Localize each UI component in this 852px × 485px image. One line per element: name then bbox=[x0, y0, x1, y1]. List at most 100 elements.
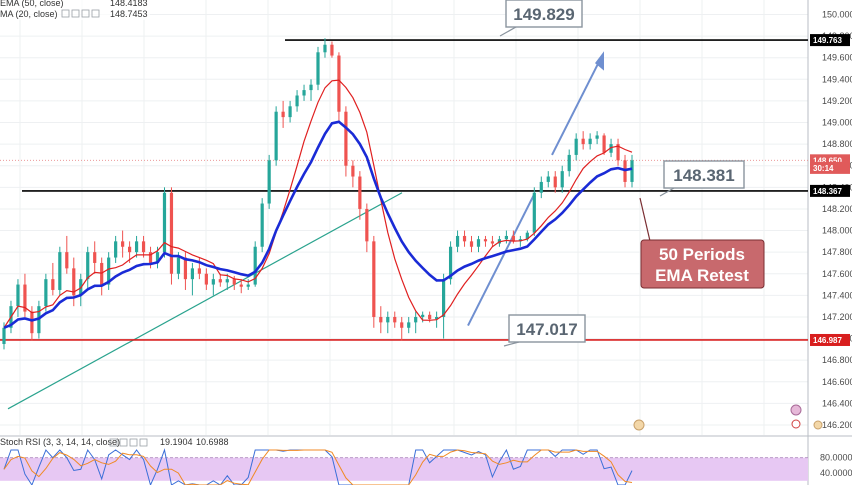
candle[interactable] bbox=[100, 257, 104, 296]
candle[interactable] bbox=[407, 316, 411, 334]
candle[interactable] bbox=[281, 100, 285, 128]
candle[interactable] bbox=[393, 311, 397, 328]
candle[interactable] bbox=[574, 133, 578, 161]
legend-control-icon[interactable] bbox=[119, 438, 128, 447]
candle[interactable] bbox=[58, 246, 62, 296]
candle[interactable] bbox=[421, 311, 425, 323]
candle[interactable] bbox=[23, 273, 27, 317]
candle[interactable] bbox=[260, 198, 264, 253]
candle[interactable] bbox=[16, 279, 20, 317]
candle[interactable] bbox=[316, 46, 320, 91]
arrow-lines[interactable] bbox=[467, 51, 604, 327]
candle[interactable] bbox=[309, 79, 313, 101]
callout-support[interactable]: 148.381 bbox=[659, 160, 745, 197]
candle[interactable] bbox=[504, 230, 508, 244]
events-icon[interactable] bbox=[633, 419, 645, 431]
ma-20-line[interactable] bbox=[3, 79, 633, 329]
candle[interactable] bbox=[539, 176, 543, 199]
annotation-note[interactable]: 50 Periods EMA Retest bbox=[639, 197, 765, 289]
y-tick-label: 148.200 bbox=[822, 204, 852, 214]
callout-low[interactable]: 147.017 bbox=[503, 314, 586, 347]
candle-body bbox=[539, 181, 543, 193]
events-icon[interactable] bbox=[790, 404, 802, 416]
arrow-line-lower[interactable] bbox=[467, 192, 536, 327]
events-icon[interactable] bbox=[813, 420, 823, 430]
candle[interactable] bbox=[469, 235, 474, 253]
legend-control-icon[interactable] bbox=[81, 9, 90, 18]
legend-control-icon[interactable] bbox=[139, 438, 148, 447]
legend-control-icon[interactable] bbox=[91, 9, 100, 18]
candle[interactable] bbox=[490, 235, 495, 247]
candle[interactable] bbox=[225, 273, 229, 290]
candle[interactable] bbox=[107, 252, 111, 290]
candle[interactable] bbox=[442, 273, 446, 339]
candle[interactable] bbox=[414, 311, 418, 334]
candle[interactable] bbox=[616, 138, 620, 166]
arrow-line-upper[interactable] bbox=[551, 59, 601, 156]
candle[interactable] bbox=[93, 241, 97, 274]
candle[interactable] bbox=[72, 257, 76, 307]
candle[interactable] bbox=[323, 38, 327, 58]
candle[interactable] bbox=[553, 171, 557, 193]
candle[interactable] bbox=[162, 187, 167, 258]
candle[interactable] bbox=[365, 203, 369, 253]
candle[interactable] bbox=[141, 235, 146, 258]
candle[interactable] bbox=[239, 279, 243, 294]
candle[interactable] bbox=[351, 160, 355, 188]
legend-ema-value: 148.4183 bbox=[110, 0, 148, 8]
candle[interactable] bbox=[51, 262, 55, 296]
candle[interactable] bbox=[267, 154, 271, 209]
candle[interactable] bbox=[567, 149, 571, 177]
candle[interactable] bbox=[560, 165, 564, 193]
candle[interactable] bbox=[274, 106, 278, 166]
candle[interactable] bbox=[86, 246, 90, 290]
events-icon[interactable] bbox=[791, 419, 801, 429]
candle[interactable] bbox=[134, 235, 139, 258]
legend-control-icon[interactable] bbox=[129, 438, 138, 447]
candle[interactable] bbox=[546, 171, 550, 188]
candle[interactable] bbox=[204, 268, 208, 290]
candle[interactable] bbox=[483, 235, 488, 247]
ema-50-line[interactable] bbox=[3, 120, 633, 330]
price-axis[interactable]: 150.000149.800149.600149.400149.200149.0… bbox=[807, 0, 852, 485]
candle[interactable] bbox=[532, 187, 536, 236]
legend-control-icon[interactable] bbox=[71, 9, 80, 18]
trend-line[interactable] bbox=[7, 192, 403, 410]
candle[interactable] bbox=[44, 273, 48, 312]
candle[interactable] bbox=[295, 90, 299, 112]
candle[interactable] bbox=[246, 279, 250, 290]
candle[interactable] bbox=[288, 100, 292, 123]
candle[interactable] bbox=[630, 154, 634, 188]
candle-body bbox=[100, 262, 104, 285]
candle[interactable] bbox=[476, 235, 481, 253]
price-tag-box bbox=[810, 161, 850, 174]
candle[interactable] bbox=[211, 273, 215, 296]
candle[interactable] bbox=[218, 273, 222, 287]
callout-resistance[interactable]: 149.829 bbox=[499, 0, 583, 37]
stoch-d-line[interactable] bbox=[3, 449, 633, 485]
candle[interactable] bbox=[114, 235, 118, 263]
candle[interactable] bbox=[462, 230, 467, 247]
candle[interactable] bbox=[400, 316, 404, 341]
candle[interactable] bbox=[379, 306, 383, 334]
candle[interactable] bbox=[344, 106, 348, 177]
candle[interactable] bbox=[253, 241, 257, 287]
candle[interactable] bbox=[330, 41, 334, 58]
candle[interactable] bbox=[302, 84, 306, 101]
candle[interactable] bbox=[455, 230, 460, 253]
candle[interactable] bbox=[602, 133, 606, 155]
legend-control-icon[interactable] bbox=[109, 438, 118, 447]
candle[interactable] bbox=[386, 311, 390, 334]
event-icons[interactable] bbox=[633, 404, 823, 431]
candle[interactable] bbox=[372, 235, 376, 328]
candle[interactable] bbox=[121, 230, 125, 258]
candle[interactable] bbox=[337, 52, 341, 123]
candle[interactable] bbox=[588, 133, 592, 150]
candle[interactable] bbox=[581, 131, 585, 150]
candle[interactable] bbox=[169, 187, 174, 285]
candle[interactable] bbox=[595, 131, 599, 145]
candle[interactable] bbox=[358, 171, 362, 220]
candle[interactable] bbox=[190, 262, 194, 296]
legend-control-icon[interactable] bbox=[61, 9, 70, 18]
candle[interactable] bbox=[65, 235, 69, 274]
